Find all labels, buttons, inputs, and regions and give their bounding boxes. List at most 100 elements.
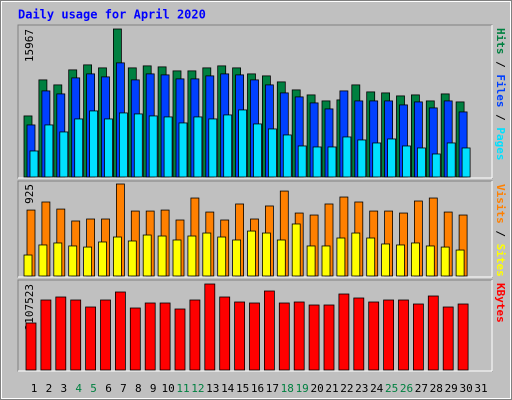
bar xyxy=(278,302,290,371)
x-tick-label: 29 xyxy=(445,382,458,395)
legend-separator: / xyxy=(494,108,507,128)
bar xyxy=(204,283,216,371)
x-tick-label: 5 xyxy=(90,382,97,395)
bar xyxy=(133,113,143,178)
bar xyxy=(351,232,361,277)
bar xyxy=(336,237,346,277)
y-tick-label: 2107523 xyxy=(23,284,36,330)
legend: Hits / Files / Pages xyxy=(494,28,507,161)
bar xyxy=(85,306,96,371)
bar xyxy=(282,134,292,178)
bar xyxy=(83,246,92,277)
x-tick-label: 27 xyxy=(415,382,428,395)
legend-entry: Hits xyxy=(494,28,507,55)
bar xyxy=(261,232,271,277)
legend-entry: Sites xyxy=(494,244,507,277)
legend-separator: / xyxy=(494,224,507,244)
bar xyxy=(353,297,365,371)
bar xyxy=(113,236,122,277)
bar xyxy=(148,115,158,178)
bar xyxy=(431,153,441,178)
legend-entry: Files xyxy=(494,74,507,107)
bar xyxy=(55,296,67,371)
bar xyxy=(74,118,84,178)
bar xyxy=(461,147,471,178)
bar xyxy=(455,249,465,277)
bar xyxy=(366,237,376,277)
bar xyxy=(232,239,242,277)
bar xyxy=(202,232,212,277)
x-tick-label: 28 xyxy=(430,382,443,395)
bar xyxy=(129,307,141,371)
x-tick-label: 21 xyxy=(325,382,338,395)
bar xyxy=(263,290,275,371)
bar xyxy=(440,246,450,277)
legend: KBytes xyxy=(494,283,507,323)
x-tick-label: 18 xyxy=(281,382,294,395)
bar xyxy=(157,235,167,277)
bar xyxy=(327,146,337,178)
legend-entry: Pages xyxy=(494,127,507,160)
x-tick-label: 25 xyxy=(385,382,398,395)
bar xyxy=(29,150,39,178)
bar xyxy=(172,239,182,277)
x-tick-label: 14 xyxy=(221,382,235,395)
legend-entry: KBytes xyxy=(494,283,507,323)
x-tick-label: 20 xyxy=(310,382,323,395)
x-tick-label: 19 xyxy=(296,382,309,395)
bar xyxy=(398,299,409,371)
x-tick-label: 15 xyxy=(236,382,249,395)
bar xyxy=(68,245,78,277)
x-tick-label: 9 xyxy=(150,382,157,395)
x-tick-label: 30 xyxy=(459,382,472,395)
x-tick-label: 1 xyxy=(31,382,38,395)
bar xyxy=(372,142,382,178)
x-tick-label: 8 xyxy=(135,382,142,395)
x-tick-label: 22 xyxy=(340,382,353,395)
y-tick-label: 925 xyxy=(23,184,36,204)
bar xyxy=(253,123,262,178)
bar xyxy=(144,302,156,371)
bar xyxy=(70,299,82,371)
bar xyxy=(342,136,352,178)
bar xyxy=(442,306,454,371)
bar xyxy=(387,138,397,178)
x-tick-label: 26 xyxy=(400,382,413,395)
bar xyxy=(427,295,439,371)
bar xyxy=(193,116,203,178)
bar xyxy=(368,301,380,371)
x-tick-label: 13 xyxy=(206,382,219,395)
bar xyxy=(247,230,256,277)
bar xyxy=(321,245,331,277)
bar xyxy=(178,122,188,178)
bar xyxy=(40,299,52,371)
legend: Visits / Sites xyxy=(494,184,507,277)
legend-separator: / xyxy=(494,55,507,75)
bar xyxy=(127,240,137,277)
legend-entry: Visits xyxy=(494,184,507,224)
bar xyxy=(249,302,260,371)
bar xyxy=(104,118,113,178)
y-tick-label: 15967 xyxy=(23,29,36,62)
bar xyxy=(115,291,126,371)
x-tick-label: 2 xyxy=(46,382,53,395)
bar xyxy=(174,308,186,371)
x-tick-label: 17 xyxy=(266,382,279,395)
bar xyxy=(142,234,152,277)
bar xyxy=(410,242,420,277)
bar xyxy=(308,304,320,371)
bar xyxy=(217,236,227,277)
bar xyxy=(223,114,233,178)
bar xyxy=(159,302,171,371)
bar xyxy=(38,244,48,277)
bar xyxy=(276,239,286,277)
bar xyxy=(238,109,248,178)
bar xyxy=(446,142,456,178)
bar xyxy=(306,245,316,277)
bar xyxy=(234,301,246,371)
bar xyxy=(383,299,395,371)
x-tick-label: 11 xyxy=(176,382,189,395)
x-tick-label: 4 xyxy=(75,382,82,395)
bar xyxy=(163,116,173,178)
